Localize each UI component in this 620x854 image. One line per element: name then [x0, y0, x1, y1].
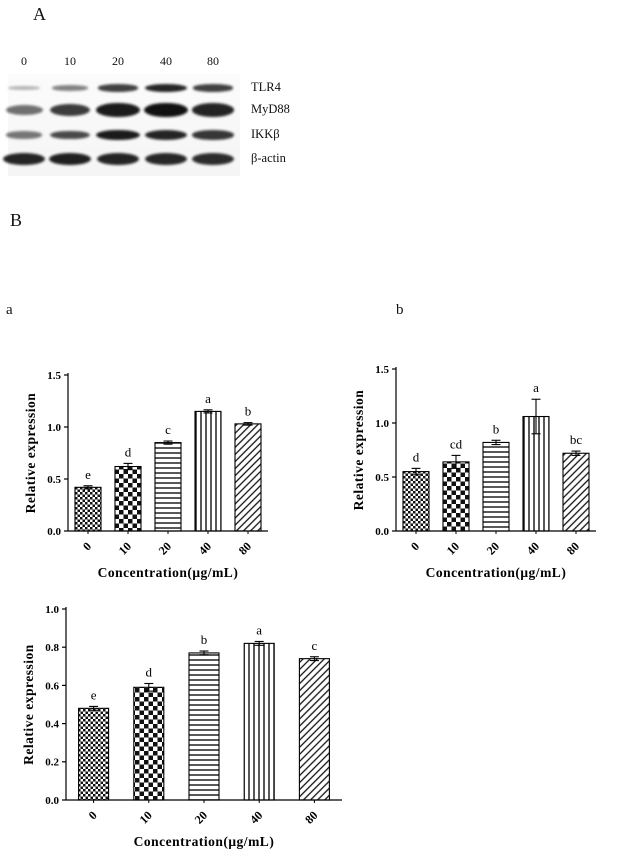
svg-text:80: 80: [302, 808, 320, 826]
protein-label: β-actin: [251, 151, 286, 165]
svg-text:Concentration(μg/mL): Concentration(μg/mL): [98, 565, 239, 580]
blot-band: [96, 152, 140, 166]
svg-text:a: a: [256, 622, 262, 637]
svg-text:1.0: 1.0: [375, 418, 389, 430]
svg-text:0.0: 0.0: [47, 526, 61, 538]
svg-text:10: 10: [116, 539, 134, 557]
lane-label: 20: [112, 54, 124, 68]
svg-text:b: b: [245, 404, 252, 419]
svg-text:20: 20: [484, 539, 502, 557]
blot-band: [49, 103, 91, 117]
svg-text:10: 10: [137, 808, 155, 826]
subpanel-a-label: a: [6, 302, 13, 318]
svg-text:0.0: 0.0: [375, 526, 389, 538]
blot-band: [48, 152, 92, 166]
svg-text:Relative expression: Relative expression: [23, 393, 38, 514]
svg-text:0: 0: [408, 539, 422, 553]
svg-text:40: 40: [247, 808, 265, 826]
blot-band: [96, 103, 140, 117]
blot-band: [144, 129, 188, 141]
blot-band: [191, 103, 235, 117]
svg-text:1.5: 1.5: [47, 370, 61, 382]
svg-text:Concentration(μg/mL): Concentration(μg/mL): [426, 565, 567, 580]
svg-text:80: 80: [564, 539, 582, 557]
blot-band: [52, 85, 88, 91]
blot-band: [144, 84, 188, 92]
svg-text:1.5: 1.5: [375, 364, 389, 376]
svg-text:Concentration(μg/mL): Concentration(μg/mL): [134, 834, 275, 849]
svg-text:0.6: 0.6: [45, 680, 59, 692]
svg-text:0: 0: [80, 539, 94, 553]
svg-text:0.5: 0.5: [47, 474, 61, 486]
blot-band: [97, 84, 139, 92]
blot-band: [8, 86, 40, 90]
protein-label: IKKβ: [251, 127, 280, 141]
svg-text:0.2: 0.2: [45, 757, 59, 769]
blot-band: [5, 105, 43, 115]
lane-label: 80: [207, 54, 219, 68]
svg-text:40: 40: [196, 539, 214, 557]
blot-band: [144, 102, 188, 118]
svg-text:20: 20: [156, 539, 174, 557]
svg-text:bc: bc: [570, 432, 583, 447]
lane-label: 0: [21, 54, 27, 68]
blot-band: [192, 153, 234, 165]
svg-text:c: c: [312, 638, 318, 653]
blot-band: [96, 129, 140, 141]
panel-b-label: B: [10, 210, 23, 230]
panel-a-label: A: [33, 4, 46, 24]
blot-band: [50, 130, 90, 140]
svg-text:Relative expression: Relative expression: [21, 644, 36, 765]
lane-label: 10: [64, 54, 76, 68]
svg-text:1.0: 1.0: [47, 422, 61, 434]
lane-label: 40: [160, 54, 172, 68]
svg-text:d: d: [413, 449, 420, 464]
svg-text:80: 80: [236, 539, 254, 557]
bar-chart-a: 0.0 0.5 1.0 1.5 e 0 d 10 c 20 a 40 b 80 Relative expre…: [23, 370, 268, 580]
svg-text:a: a: [205, 391, 211, 406]
svg-text:0.5: 0.5: [375, 472, 389, 484]
subpanel-b-label: b: [396, 302, 404, 318]
svg-text:cd: cd: [450, 436, 463, 451]
svg-text:e: e: [85, 467, 91, 482]
svg-text:20: 20: [192, 808, 210, 826]
svg-text:40: 40: [524, 539, 542, 557]
blot-band: [192, 130, 234, 140]
svg-text:0.8: 0.8: [45, 642, 59, 654]
blot-band: [144, 152, 188, 166]
blot-band: [5, 131, 43, 139]
svg-text:1.0: 1.0: [45, 604, 59, 616]
svg-text:b: b: [201, 632, 208, 647]
svg-text:10: 10: [444, 539, 462, 557]
western-blot: 0 10 20 40 80 TLR4 MyD88 IKKβ β-actin: [2, 52, 318, 182]
svg-text:0: 0: [86, 808, 100, 822]
svg-text:c: c: [165, 422, 171, 437]
svg-text:Relative expression: Relative expression: [351, 390, 366, 511]
svg-text:d: d: [146, 664, 153, 679]
svg-text:0.4: 0.4: [45, 718, 59, 730]
svg-text:b: b: [493, 421, 500, 436]
bar-chart-b: 0.0 0.5 1.0 1.5 d 0 cd 10 b 20 a 40 bc 80 Relative exp…: [351, 364, 596, 580]
svg-text:d: d: [125, 444, 132, 459]
bar-chart-c: 0.0 0.2 0.4 0.6 0.8 1.0 e 0 d 10 b 20 a 40 c 80 Relative…: [21, 604, 342, 849]
svg-text:a: a: [533, 380, 539, 395]
blot-band: [192, 84, 234, 92]
blot-band: [2, 152, 46, 166]
protein-label: MyD88: [251, 102, 290, 116]
svg-text:0.0: 0.0: [45, 795, 59, 807]
svg-text:e: e: [91, 687, 97, 702]
protein-label: TLR4: [251, 80, 281, 94]
